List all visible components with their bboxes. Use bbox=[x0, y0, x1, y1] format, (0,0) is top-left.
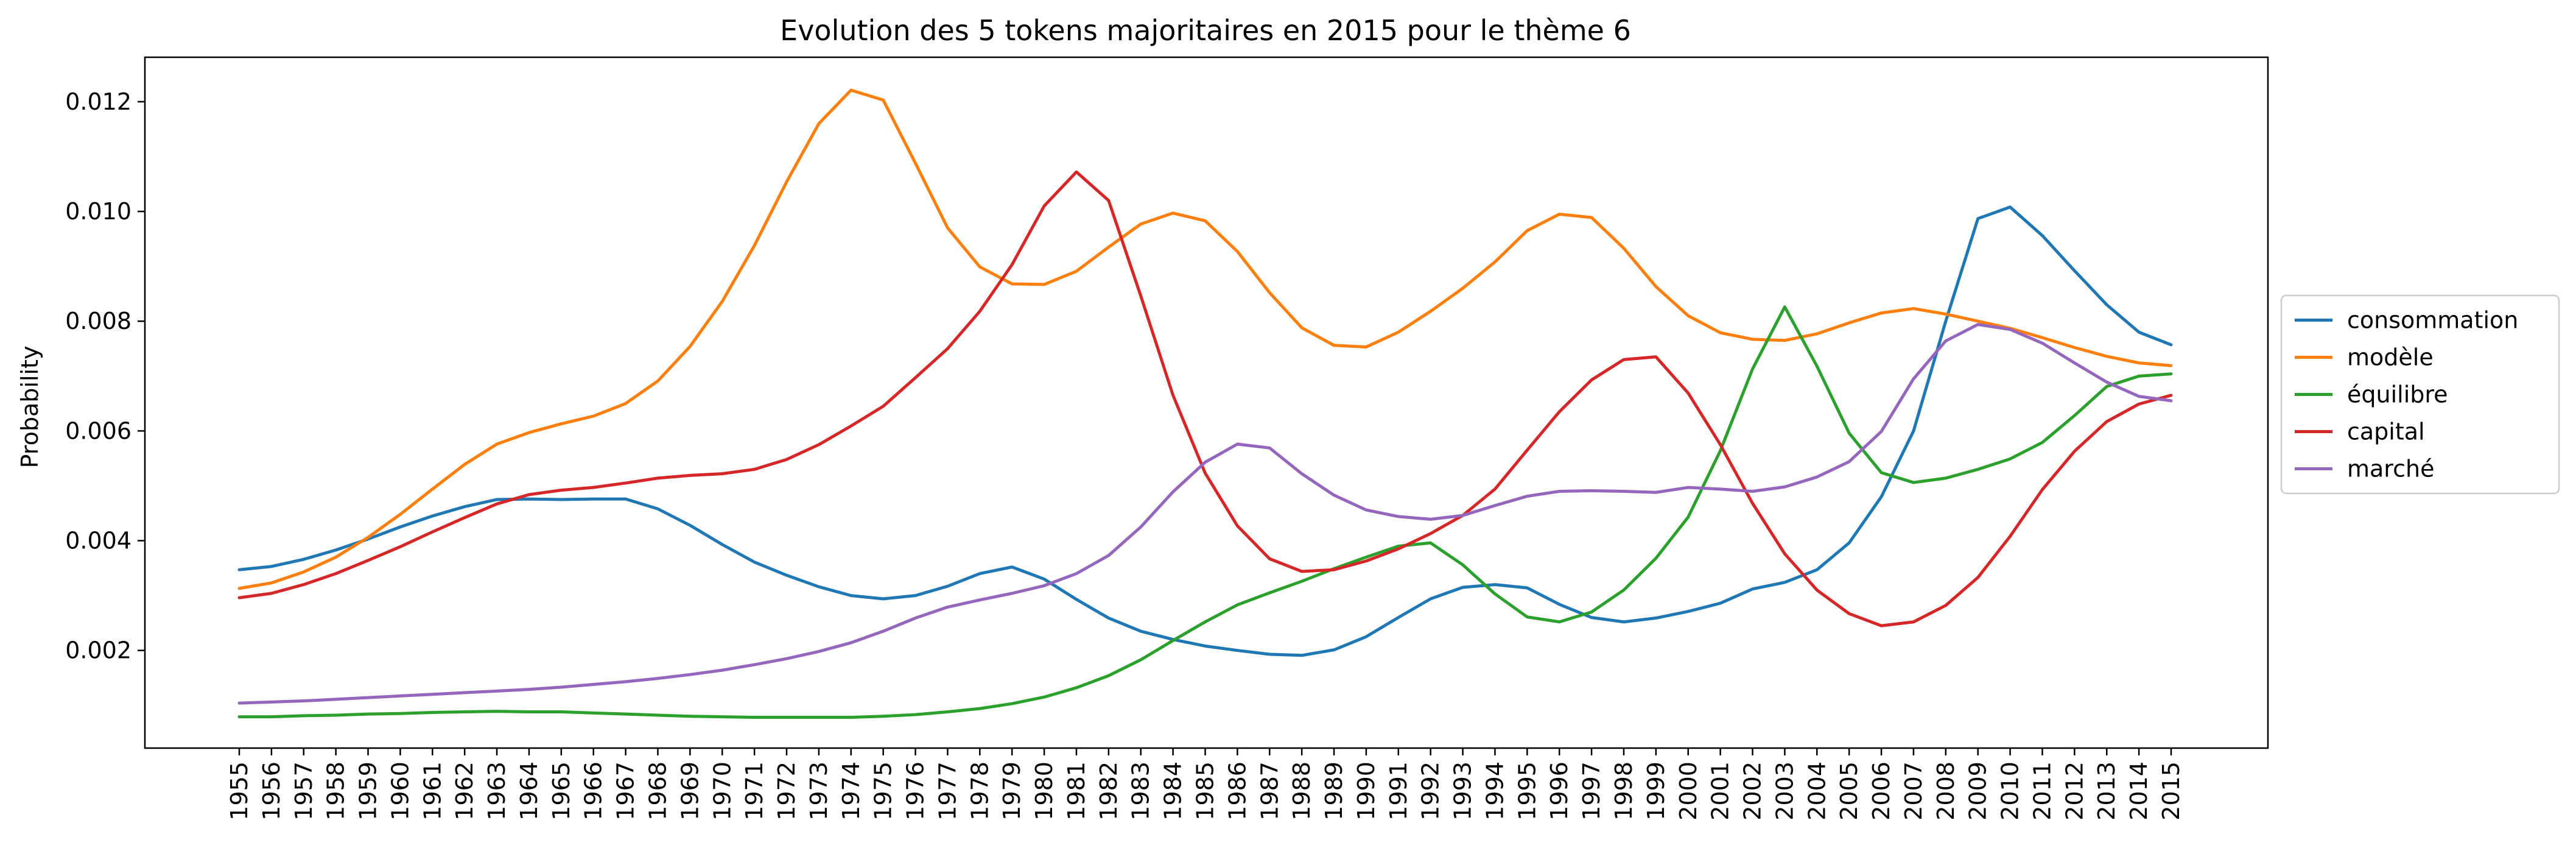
x-tick-label: 1967 bbox=[612, 761, 639, 821]
legend-label-1: modèle bbox=[2347, 344, 2434, 371]
x-tick-label: 2012 bbox=[2061, 761, 2088, 821]
x-tick-label: 1988 bbox=[1288, 761, 1315, 821]
x-tick-label: 1971 bbox=[741, 761, 768, 821]
x-tick-label: 2006 bbox=[1868, 761, 1895, 821]
x-tick-label: 1975 bbox=[870, 761, 897, 821]
x-tick-label: 1977 bbox=[934, 761, 961, 821]
x-tick-label: 2005 bbox=[1836, 761, 1862, 821]
x-tick-label: 2013 bbox=[2093, 761, 2120, 821]
y-tick-label: 0.008 bbox=[65, 308, 132, 334]
y-tick-label: 0.004 bbox=[65, 528, 132, 554]
x-tick-label: 2008 bbox=[1932, 761, 1959, 821]
y-axis-label: Probability bbox=[16, 346, 43, 468]
x-tick-label: 1973 bbox=[805, 761, 832, 821]
legend: consommation modèle équilibre capital marché bbox=[2280, 294, 2560, 495]
x-tick-label: 1994 bbox=[1481, 761, 1508, 821]
x-tick-label: 1990 bbox=[1353, 761, 1380, 821]
legend-box bbox=[2280, 294, 2560, 495]
x-tick-label: 1985 bbox=[1192, 761, 1219, 821]
x-tick-label: 1991 bbox=[1385, 761, 1412, 821]
y-tick-label: 0.006 bbox=[65, 417, 132, 444]
y-tick-label: 0.002 bbox=[65, 637, 132, 664]
x-tick-label: 2015 bbox=[2158, 761, 2185, 821]
x-tick-label: 1978 bbox=[966, 761, 993, 821]
x-tick-label: 1979 bbox=[998, 761, 1025, 821]
x-tick-label: 1995 bbox=[1514, 761, 1540, 821]
x-tick-label: 1987 bbox=[1256, 761, 1283, 821]
x-tick-label: 1983 bbox=[1128, 761, 1154, 821]
x-tick-label: 1992 bbox=[1417, 761, 1444, 821]
plot-frame bbox=[144, 56, 2269, 749]
x-tick-label: 1972 bbox=[773, 761, 800, 821]
x-tick-label: 1976 bbox=[902, 761, 929, 821]
x-tick-label: 2011 bbox=[2029, 761, 2055, 821]
x-tick-label: 2001 bbox=[1707, 761, 1734, 821]
x-tick-label: 1998 bbox=[1610, 761, 1637, 821]
series-line-0 bbox=[237, 205, 2173, 657]
legend-label-3: capital bbox=[2347, 419, 2425, 445]
x-tick-label: 1969 bbox=[676, 761, 703, 821]
x-tick-label: 2002 bbox=[1739, 761, 1766, 821]
legend-label-4: marché bbox=[2347, 456, 2434, 482]
x-tick-label: 1974 bbox=[838, 761, 865, 821]
x-tick-label: 1957 bbox=[290, 761, 317, 821]
x-tick-label: 2004 bbox=[1803, 761, 1830, 821]
x-tick-label: 1962 bbox=[451, 761, 478, 821]
series-line-4 bbox=[237, 323, 2173, 705]
x-tick-label: 2007 bbox=[1900, 761, 1927, 821]
series-line-1 bbox=[237, 88, 2173, 590]
x-tick-label: 1955 bbox=[226, 761, 253, 821]
legend-label-0: consommation bbox=[2347, 307, 2518, 334]
x-tick-label: 1981 bbox=[1063, 761, 1090, 821]
x-tick-label: 1968 bbox=[644, 761, 671, 821]
series-line-3 bbox=[237, 170, 2173, 627]
x-tick-label: 1958 bbox=[323, 761, 349, 821]
x-tick-label: 2009 bbox=[1965, 761, 1992, 821]
x-tick-label: 1965 bbox=[548, 761, 575, 821]
x-tick-label: 1986 bbox=[1224, 761, 1251, 821]
y-tick-label: 0.012 bbox=[65, 88, 132, 115]
x-tick-label: 1961 bbox=[419, 761, 446, 821]
x-tick-label: 2014 bbox=[2125, 761, 2152, 821]
x-tick-label: 1959 bbox=[355, 761, 382, 821]
series-line-2 bbox=[237, 305, 2173, 719]
y-tick-label: 0.010 bbox=[65, 198, 132, 225]
x-tick-label: 1980 bbox=[1031, 761, 1058, 821]
x-tick-label: 1970 bbox=[709, 761, 735, 821]
x-tick-label: 2003 bbox=[1771, 761, 1798, 821]
x-tick-label: 1997 bbox=[1578, 761, 1605, 821]
x-tick-label: 1984 bbox=[1160, 761, 1187, 821]
x-tick-label: 1964 bbox=[516, 761, 542, 821]
chart-title: Evolution des 5 tokens majoritaires en 2… bbox=[780, 14, 1631, 47]
x-tick-label: 1956 bbox=[258, 761, 285, 821]
x-tick-label: 1996 bbox=[1546, 761, 1573, 821]
x-tick-label: 1963 bbox=[483, 761, 510, 821]
legend-label-2: équilibre bbox=[2347, 381, 2448, 408]
x-tick-label: 1999 bbox=[1643, 761, 1669, 821]
x-tick-label: 1966 bbox=[580, 761, 607, 821]
x-tick-label: 2000 bbox=[1675, 761, 1702, 821]
x-tick-label: 1993 bbox=[1450, 761, 1476, 821]
x-tick-label: 1982 bbox=[1095, 761, 1122, 821]
x-tick-label: 1989 bbox=[1321, 761, 1347, 821]
x-tick-label: 1960 bbox=[387, 761, 413, 821]
plot-area: 1955 1956 1957 1958 1959 1960 1961 1962 1963 1964… bbox=[65, 56, 2269, 821]
x-tick-label: 2010 bbox=[1997, 761, 2024, 821]
